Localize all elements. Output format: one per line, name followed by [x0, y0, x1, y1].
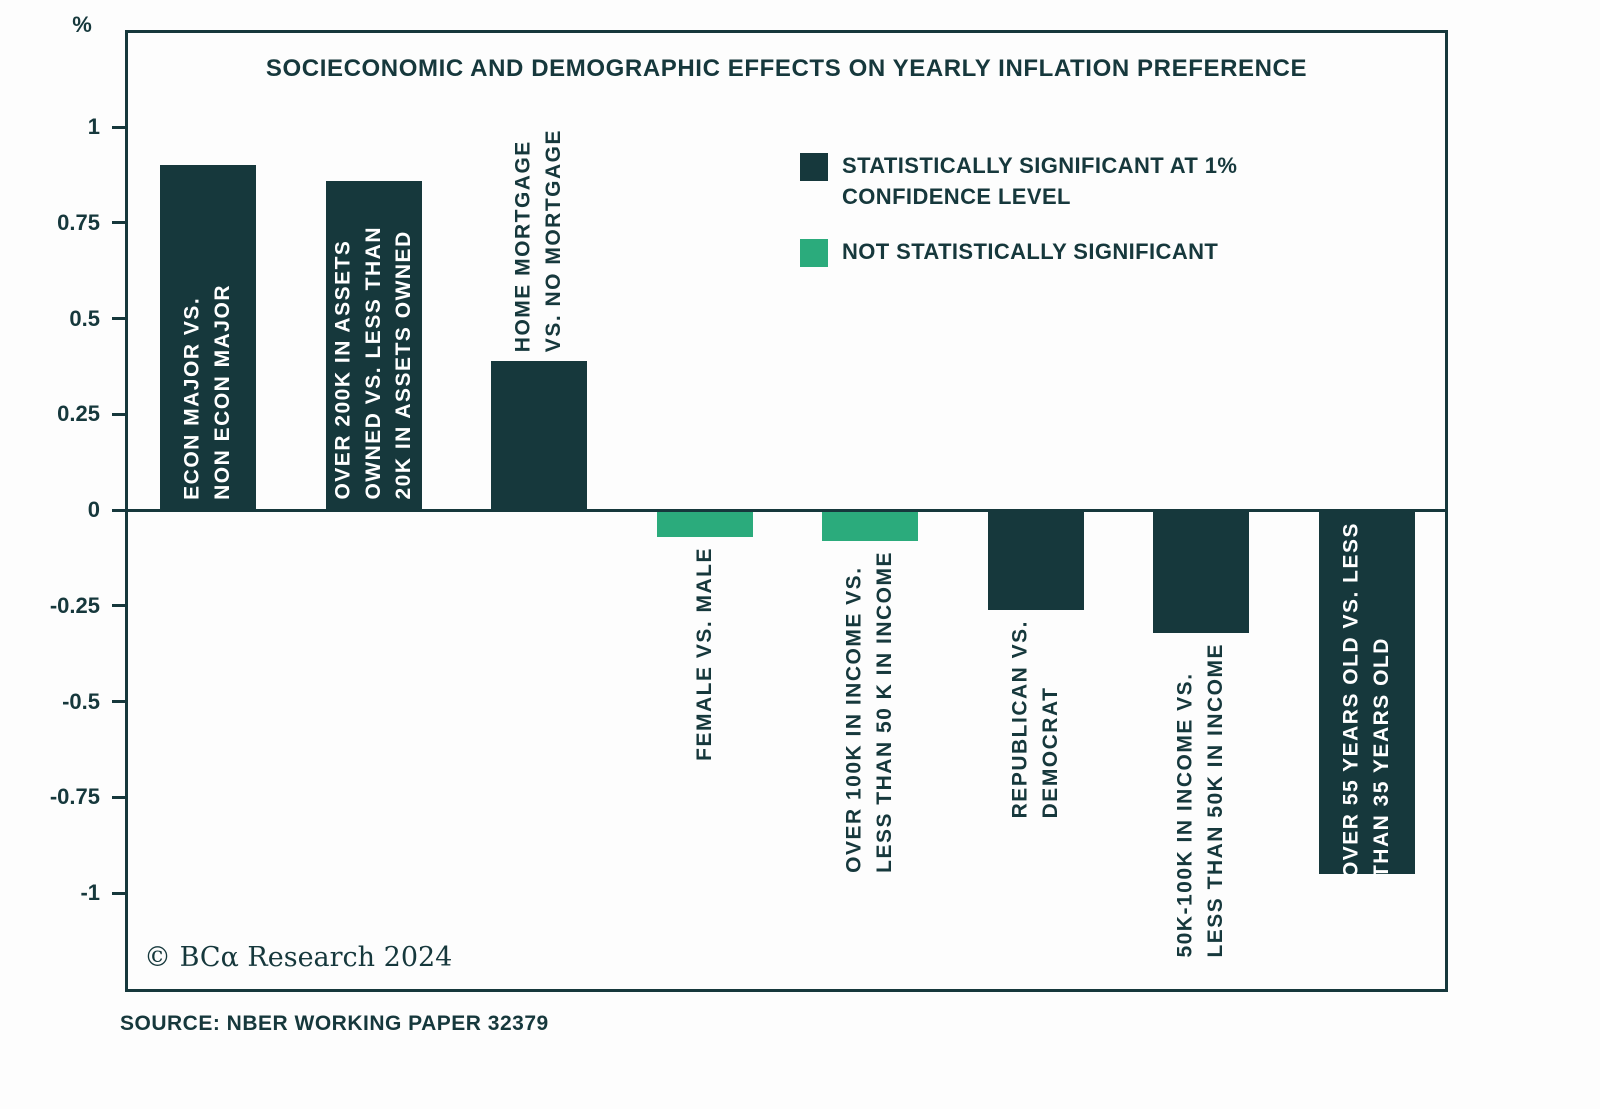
bar: [822, 510, 918, 541]
y-tick-label: -1: [80, 880, 100, 905]
legend-label: STATISTICALLY SIGNIFICANT AT 1% CONFIDEN…: [842, 153, 1238, 209]
bar: [987, 510, 1084, 610]
zero-axis-line: [128, 509, 1445, 512]
bar-label: OVER 200K IN ASSETS OWNED VS. LESS THAN 20…: [330, 226, 415, 500]
bar-label: 50K-100K IN INCOME VS. LESS THAN 50K IN I…: [1173, 642, 1227, 958]
bar-label: OVER 100K IN INCOME VS. LESS THAN 50 K IN…: [842, 550, 896, 873]
bar-label: FEMALE VS. MALE: [692, 546, 716, 761]
bar-label: OVER 55 YEARS OLD VS. LESS THAN 35 YEARS …: [1339, 522, 1393, 879]
chart-title: SOCIECONOMIC AND DEMOGRAPHIC EFFECTS ON …: [265, 55, 1308, 82]
y-tick-label: 0.75: [57, 209, 100, 235]
y-tick-label: -0.75: [49, 784, 100, 810]
y-axis-unit-label: %: [72, 12, 92, 37]
legend-label: NOT STATISTICALLY SIGNIFICANT: [842, 238, 1219, 264]
bar: [1318, 510, 1415, 874]
legend-swatch: [800, 238, 828, 267]
legend: STATISTICALLY SIGNIFICANT AT 1% CONFIDEN…: [800, 151, 1312, 291]
y-tick-label: 0: [87, 497, 100, 522]
y-tick-label: 0.25: [57, 401, 100, 427]
plot-area: ECON MAJOR VS. NON ECON MAJOR OVER 200K IN…: [128, 33, 1445, 989]
y-tick-label: 1: [87, 114, 100, 139]
bar-label: ECON MAJOR VS. NON ECON MAJOR: [180, 284, 234, 500]
legend-swatch: [800, 153, 828, 181]
bar: [160, 165, 256, 510]
bar: [656, 510, 753, 537]
y-tick-label: 0.5: [69, 305, 100, 331]
bar-label: HOME MORTGAGE VS. NO MORTGAGE: [511, 129, 565, 353]
legend-item: STATISTICALLY SIGNIFICANT AT 1% CONFIDEN…: [800, 151, 1312, 213]
y-tick-label: -0.5: [62, 688, 100, 714]
legend-item: NOT STATISTICALLY SIGNIFICANT: [800, 237, 1312, 268]
bar: [325, 180, 422, 510]
copyright-note: © BCα Research 2024: [144, 942, 453, 973]
bar: [1153, 510, 1249, 633]
plot-frame: SOCIECONOMIC AND DEMOGRAPHIC EFFECTS ON …: [125, 30, 1448, 992]
source-note: SOURCE: NBER WORKING PAPER 32379: [120, 1012, 549, 1035]
y-tick-label: -0.25: [49, 592, 100, 618]
bar: [491, 360, 587, 510]
bar-label: REPUBLICAN VS. DEMOCRAT: [1008, 619, 1062, 818]
